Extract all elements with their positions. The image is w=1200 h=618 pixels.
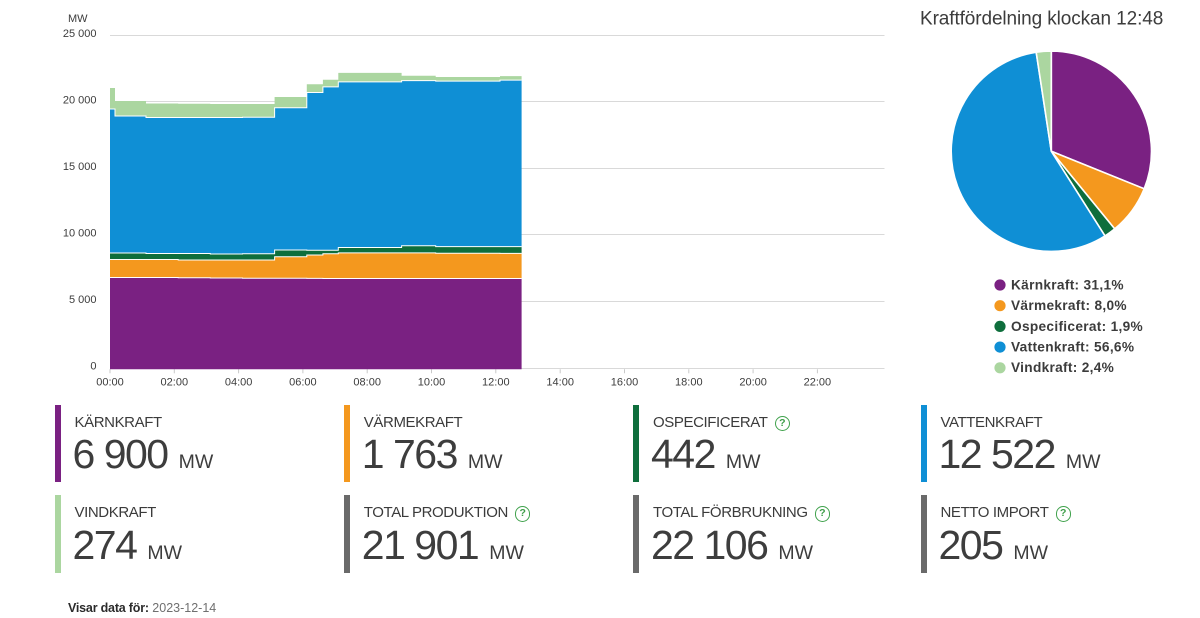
svg-text:16:00: 16:00 [611,377,639,389]
svg-text:15 000: 15 000 [63,161,97,173]
svg-text:06:00: 06:00 [289,377,317,389]
svg-text:Kärnkraft: 31,1%: Kärnkraft: 31,1% [1011,277,1124,292]
svg-text:20:00: 20:00 [739,377,767,389]
svg-text:Ospecificerat: 1,9%: Ospecificerat: 1,9% [1011,319,1143,334]
svg-text:10 000: 10 000 [63,227,97,239]
svg-text:Vindkraft: 2,4%: Vindkraft: 2,4% [1011,360,1114,375]
svg-text:0: 0 [90,360,96,372]
svg-text:22:00: 22:00 [804,377,832,389]
svg-text:12:00: 12:00 [482,377,510,389]
svg-text:02:00: 02:00 [161,377,189,389]
svg-text:18:00: 18:00 [675,377,703,389]
svg-text:20 000: 20 000 [63,94,97,106]
svg-text:00:00: 00:00 [96,377,124,389]
svg-text:04:00: 04:00 [225,377,253,389]
svg-text:10:00: 10:00 [418,377,446,389]
svg-text:Värmekraft: 8,0%: Värmekraft: 8,0% [1011,298,1127,313]
svg-text:14:00: 14:00 [546,377,574,389]
svg-text:5 000: 5 000 [69,294,97,306]
svg-text:25 000: 25 000 [63,28,97,40]
svg-text:Vattenkraft: 56,6%: Vattenkraft: 56,6% [1011,340,1134,355]
svg-text:MW: MW [68,13,88,25]
svg-text:08:00: 08:00 [353,377,381,389]
svg-text:Kraftfördelning klockan 12:48: Kraftfördelning klockan 12:48 [920,8,1163,29]
